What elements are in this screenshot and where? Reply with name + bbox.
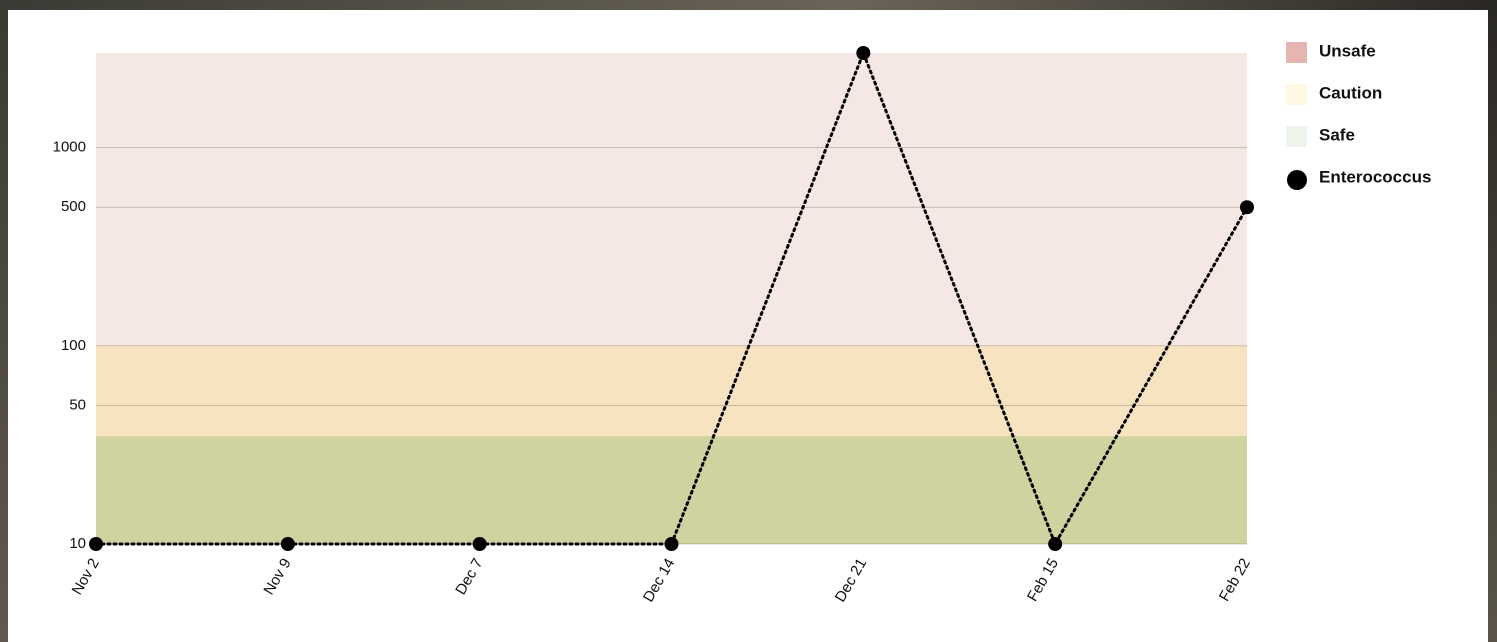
legend-swatch: [1286, 42, 1307, 63]
data-point: [1048, 537, 1063, 551]
x-tick-label: Nov 2: [69, 555, 103, 597]
band: [96, 53, 1247, 346]
data-point: [664, 537, 679, 551]
legend-label: Unsafe: [1319, 41, 1376, 60]
data-point: [1240, 200, 1254, 215]
y-tick-label: 500: [61, 198, 86, 215]
y-tick-label: 10: [69, 535, 86, 552]
data-point: [856, 46, 871, 60]
x-tick-label: Dec 14: [640, 555, 678, 605]
x-tick-label: Feb 22: [1216, 555, 1254, 604]
legend-marker: [1287, 170, 1307, 190]
legend-label: Enterococcus: [1319, 167, 1431, 186]
data-point: [89, 537, 103, 551]
y-tick-label: 100: [61, 337, 86, 354]
x-tick-label: Nov 9: [260, 555, 294, 597]
legend-swatch: [1286, 126, 1307, 147]
x-tick-label: Dec 7: [452, 555, 486, 597]
x-tick-label: Dec 21: [832, 555, 870, 605]
x-tick-label: Feb 15: [1024, 555, 1062, 604]
band: [96, 436, 1247, 544]
band: [96, 345, 1247, 437]
legend-label: Caution: [1319, 83, 1382, 102]
y-tick-label: 50: [69, 396, 86, 413]
legend-label: Safe: [1319, 125, 1355, 144]
y-tick-label: 1000: [53, 139, 86, 156]
legend-swatch: [1286, 84, 1307, 105]
data-point: [280, 537, 295, 551]
data-point: [472, 537, 487, 551]
